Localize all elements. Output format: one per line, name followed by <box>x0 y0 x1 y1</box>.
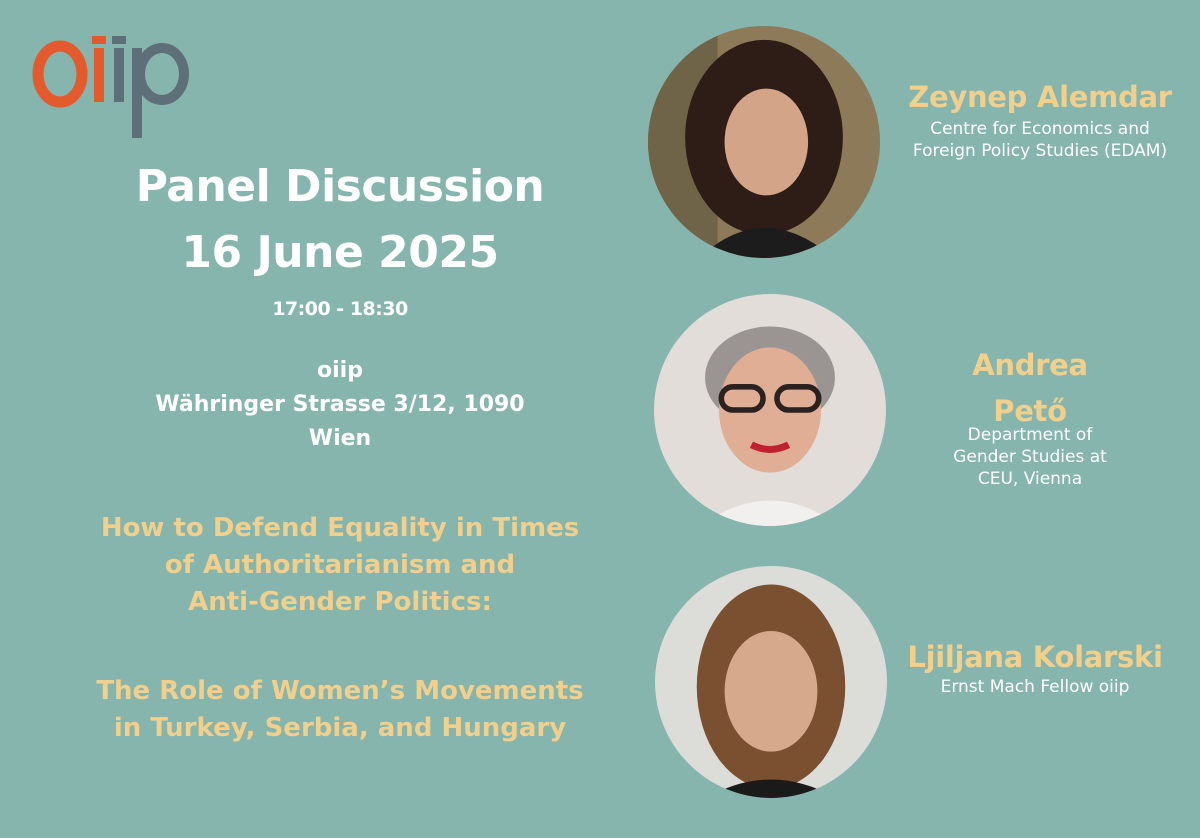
venue-street: Währinger Strasse 3/12, 1090 <box>155 392 525 417</box>
venue-name: oiip <box>317 358 363 383</box>
topic-heading: How to Defend Equality in Times of Autho… <box>30 510 650 621</box>
oiip-logo <box>26 30 206 140</box>
speaker-name-andrea-peto: Andrea Pető <box>930 342 1130 434</box>
affiliation-line: Foreign Policy Studies (EDAM) <box>912 141 1168 161</box>
oiip-logo-mark <box>32 36 189 138</box>
topic-line: of Authoritarianism and <box>164 550 516 580</box>
affiliation-line: Centre for Economics and <box>930 119 1150 139</box>
speaker-affiliation-andrea-peto: Department of Gender Studies at CEU, Vie… <box>925 424 1135 490</box>
speaker-photo-andrea-peto <box>654 294 886 526</box>
event-title: Panel Discussion <box>135 161 545 212</box>
event-date: 16 June 2025 <box>181 227 499 278</box>
name-line: Andrea <box>972 348 1088 382</box>
speaker-affiliation-zeynep-alemdar: Centre for Economics and Foreign Policy … <box>880 118 1200 162</box>
name-line: Pető <box>993 394 1067 428</box>
topic-line: How to Defend Equality in Times <box>100 513 580 543</box>
topic-line: in Turkey, Serbia, and Hungary <box>113 713 567 743</box>
speaker-name-ljiljana-kolarski: Ljiljana Kolarski <box>907 640 1163 674</box>
topic-line: The Role of Women’s Movements <box>96 676 584 706</box>
event-time: 17:00 - 18:30 <box>272 298 408 320</box>
speaker-photo-zeynep-alemdar <box>648 26 880 258</box>
affiliation-line: CEU, Vienna <box>977 469 1083 489</box>
event-venue: oiip Währinger Strasse 3/12, 1090 Wien <box>60 354 620 456</box>
affiliation-line: Department of <box>967 425 1093 445</box>
affiliation-line: Gender Studies at <box>953 447 1107 467</box>
speaker-name-zeynep-alemdar: Zeynep Alemdar <box>908 80 1172 114</box>
topic-subheading: The Role of Women’s Movements in Turkey,… <box>30 673 650 747</box>
speaker-photo-ljiljana-kolarski <box>655 566 887 798</box>
venue-city: Wien <box>308 426 372 451</box>
speaker-affiliation-ljiljana-kolarski: Ernst Mach Fellow oiip <box>940 677 1130 697</box>
topic-line: Anti-Gender Politics: <box>188 587 492 617</box>
